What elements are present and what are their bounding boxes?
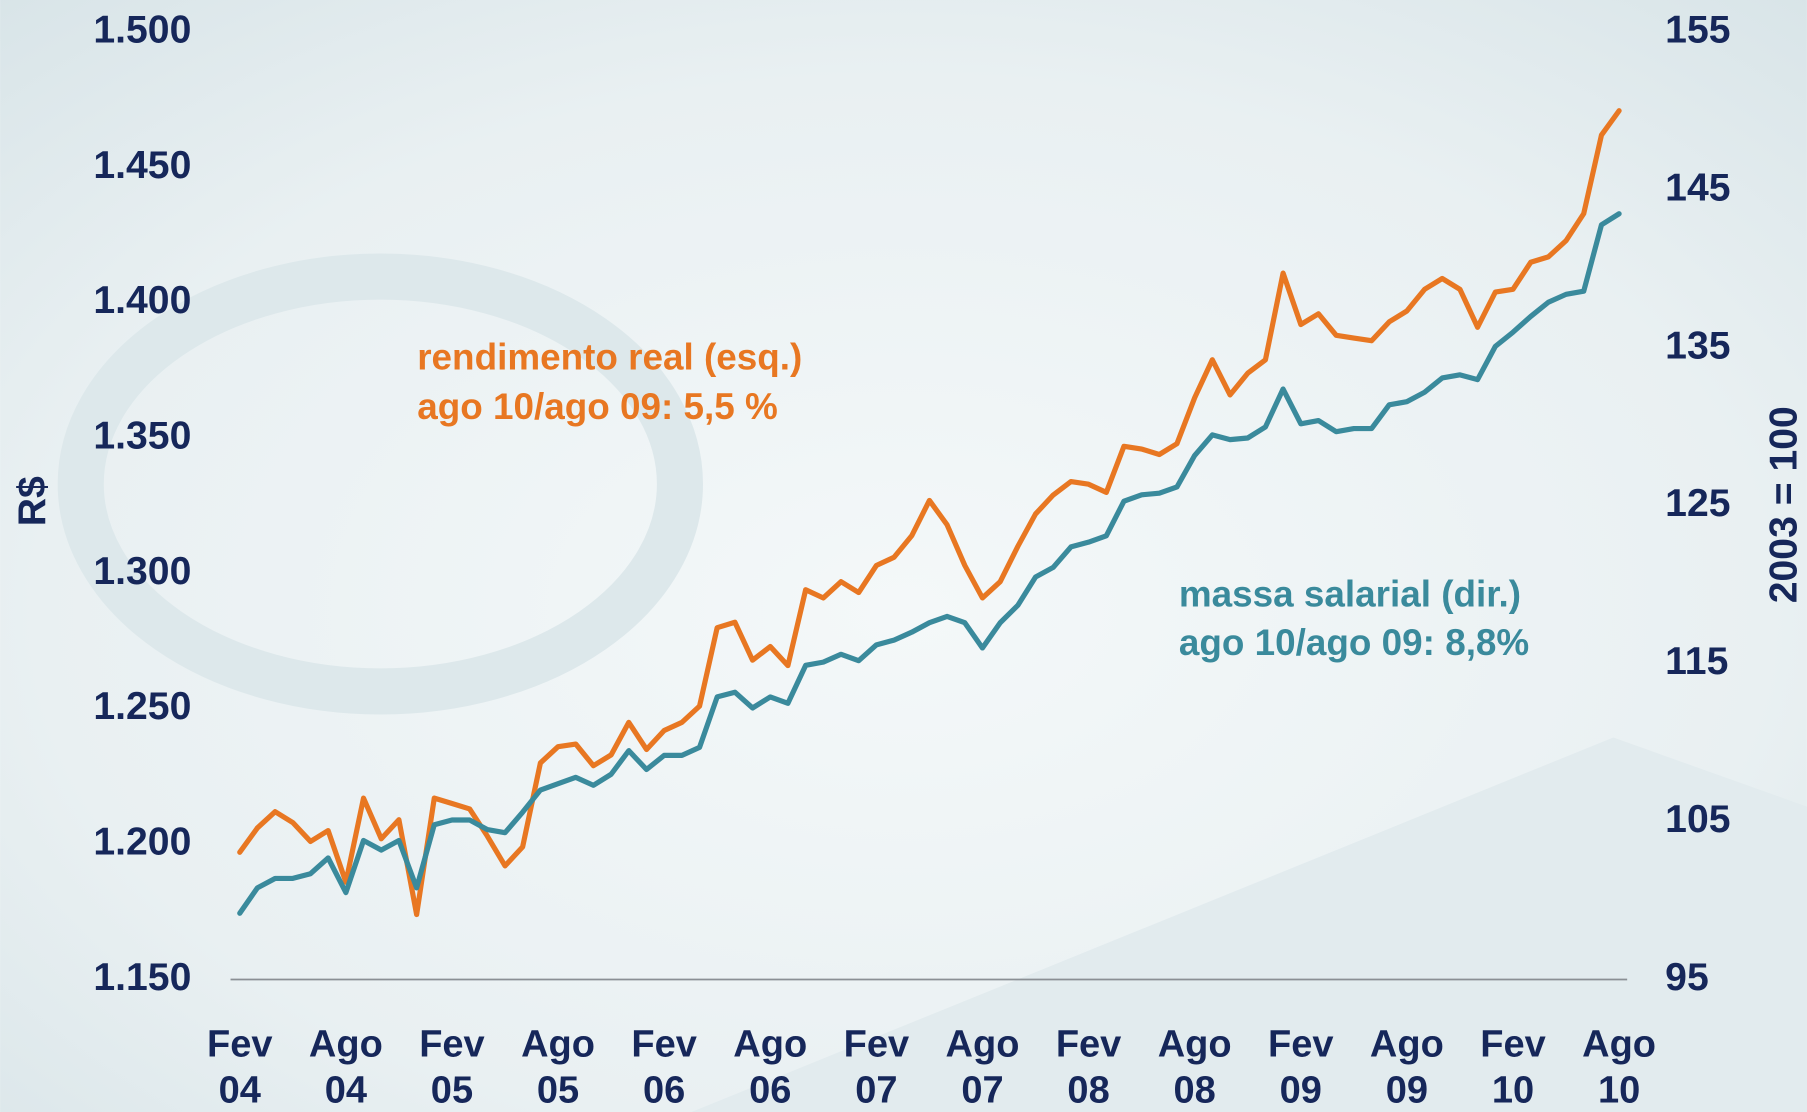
y2-tick-label: 155 [1665,9,1730,52]
y2-tick-label: 145 [1665,166,1730,209]
y2-axis-label: 2003 = 100 [1763,406,1806,603]
x-tick-label: Fev 10 [1480,1023,1546,1111]
y-tick-label: 1.500 [93,9,191,52]
x-tick-label-line: 07 [961,1069,1003,1111]
x-tick-label: Ago 10 [1582,1023,1656,1111]
x-tick-label-line: Ago [733,1023,807,1065]
y-tick-label: 1.200 [93,821,191,864]
annotation: ago 10/ago 09: 8,8% [1179,622,1529,663]
x-tick-label: Ago 04 [309,1023,383,1111]
x-tick-label-line: 04 [325,1069,367,1111]
x-tick-label-line: Fev [631,1023,697,1065]
x-tick-label-line: Ago [946,1023,1020,1065]
x-tick-label: Ago 07 [946,1023,1020,1111]
x-tick-label-line: Fev [207,1023,273,1065]
y-tick-label: 1.150 [93,956,191,999]
x-tick-label-line: 09 [1386,1069,1428,1111]
y-tick-label: 1.300 [93,550,191,593]
annotation: rendimento real (esq.) [417,336,802,377]
annotation: massa salarial (dir.) [1179,574,1521,615]
x-tick-label-line: 05 [431,1069,473,1111]
y2-tick-label: 135 [1665,324,1730,367]
x-tick-label-line: 04 [219,1069,261,1111]
y2-tick-label: 115 [1665,640,1728,683]
y-tick-label: 1.250 [93,685,191,728]
x-tick-label-line: 08 [1067,1069,1109,1111]
x-tick-label: Ago 09 [1370,1023,1444,1111]
y-tick-label: 1.400 [93,279,191,322]
background-decoration [57,253,703,715]
x-tick-label-line: Ago [1158,1023,1232,1065]
x-tick-label: Fev 08 [1056,1023,1122,1111]
x-tick-label-line: 07 [855,1069,897,1111]
x-tick-label-line: 10 [1492,1069,1534,1111]
y2-tick-label: 125 [1665,482,1730,525]
x-tick-label-line: 06 [749,1069,791,1111]
x-tick-label: Fev 04 [207,1023,273,1111]
x-tick-label-line: Fev [1268,1023,1334,1065]
x-tick-label-line: Ago [1582,1023,1656,1065]
x-tick-label-line: Ago [1370,1023,1444,1065]
x-tick-label-line: Fev [419,1023,485,1065]
x-tick-label-line: Fev [1056,1023,1122,1065]
x-tick-label-line: 09 [1280,1069,1322,1111]
x-tick-label-line: Ago [309,1023,383,1065]
x-tick-label-line: 10 [1598,1069,1640,1111]
x-tick-label: Fev 05 [419,1023,485,1111]
x-tick-label-line: 06 [643,1069,685,1111]
line-series [237,211,1622,916]
y-axis-label: R$ [11,476,54,526]
y2-tick-label: 105 [1665,798,1730,841]
line-series [237,108,1622,918]
background-decoration [691,737,1807,1112]
y-tick-label: 1.350 [93,415,191,458]
x-tick-label: Ago 08 [1158,1023,1232,1111]
x-tick-label-line: 08 [1174,1069,1216,1111]
x-tick-label-line: Fev [1480,1023,1546,1065]
x-tick-label: Ago 05 [521,1023,595,1111]
y2-tick-label: 95 [1665,956,1709,999]
x-tick-label-line: 05 [537,1069,579,1111]
x-tick-label-line: Fev [844,1023,910,1065]
x-tick-label-line: Ago [521,1023,595,1065]
y-tick-label: 1.450 [93,144,191,187]
annotation: ago 10/ago 09: 5,5 % [417,386,778,427]
x-tick-label: Fev 07 [844,1023,910,1111]
x-tick-label: Fev 06 [631,1023,697,1111]
x-tick-label: Ago 06 [733,1023,807,1111]
x-tick-label: Fev 09 [1268,1023,1334,1111]
